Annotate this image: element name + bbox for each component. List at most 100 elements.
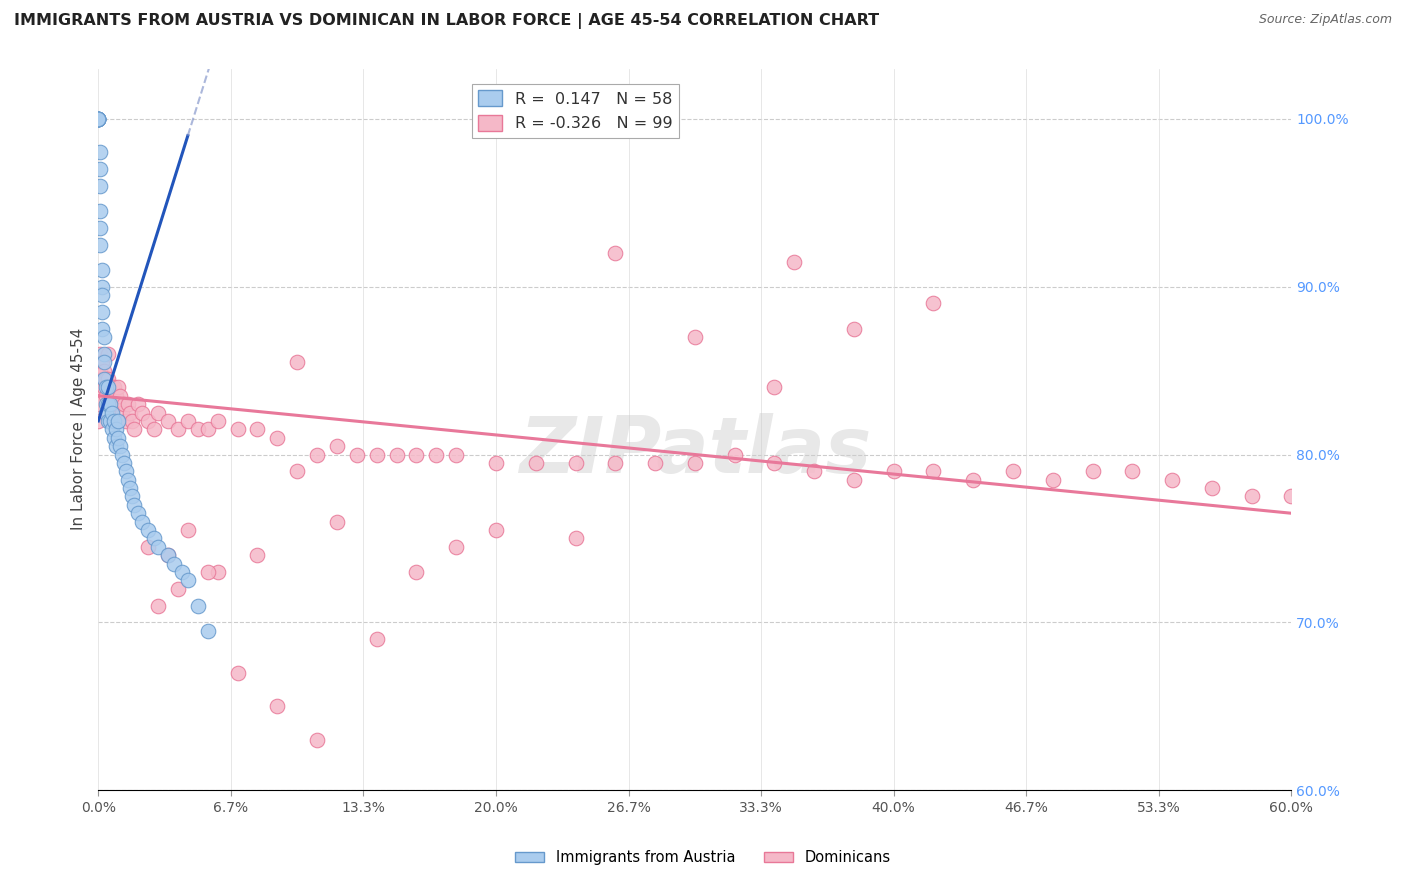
Point (167, 582, 190, 596)
Point (98, 380, 121, 394)
Point (98, 414, 121, 428)
Point (87, 112, 110, 126)
Point (111, 405, 134, 419)
Point (1042, 473, 1064, 487)
Point (285, 355, 308, 369)
Point (1121, 464, 1143, 478)
Point (127, 397, 149, 411)
Point (115, 414, 138, 428)
Point (1001, 464, 1024, 478)
Point (96, 405, 118, 419)
Point (107, 414, 129, 428)
Point (136, 414, 159, 428)
Point (112, 397, 135, 411)
Point (156, 414, 179, 428)
Point (605, 246, 627, 260)
Point (91, 279, 114, 293)
Legend: Immigrants from Austria, Dominicans: Immigrants from Austria, Dominicans (509, 845, 897, 871)
Point (763, 456, 786, 470)
Point (226, 422, 249, 436)
Point (326, 439, 349, 453)
Point (605, 456, 627, 470)
Point (127, 506, 149, 520)
Point (1240, 490, 1263, 504)
Point (485, 523, 508, 537)
Point (366, 448, 388, 462)
Point (89, 145, 111, 160)
Point (444, 448, 467, 462)
Point (156, 548, 179, 562)
Point (922, 464, 945, 478)
Point (842, 473, 865, 487)
Point (177, 523, 200, 537)
Point (307, 448, 329, 462)
Point (170, 565, 193, 579)
Point (1081, 464, 1104, 478)
Point (96, 397, 118, 411)
Point (91, 321, 114, 335)
Point (112, 456, 135, 470)
Point (922, 296, 945, 310)
Point (167, 422, 190, 436)
Point (246, 422, 269, 436)
Text: Source: ZipAtlas.com: Source: ZipAtlas.com (1258, 13, 1392, 27)
Text: IMMIGRANTS FROM AUSTRIA VS DOMINICAN IN LABOR FORCE | AGE 45-54 CORRELATION CHAR: IMMIGRANTS FROM AUSTRIA VS DOMINICAN IN … (14, 13, 879, 29)
Point (564, 456, 586, 470)
Point (177, 414, 200, 428)
Point (163, 557, 186, 571)
Point (405, 565, 427, 579)
Point (122, 422, 145, 436)
Point (723, 448, 745, 462)
Point (87, 397, 110, 411)
Point (96, 380, 118, 394)
Point (87, 112, 110, 126)
Point (91, 305, 114, 319)
Point (1279, 490, 1302, 504)
Point (93, 355, 115, 369)
Point (103, 380, 125, 394)
Point (1201, 481, 1223, 495)
Point (87, 112, 110, 126)
Point (91, 263, 114, 277)
Point (93, 380, 115, 394)
Point (346, 448, 368, 462)
Point (207, 414, 229, 428)
Point (96, 389, 118, 403)
Point (226, 665, 249, 680)
Point (683, 330, 706, 344)
Point (285, 464, 308, 478)
Point (107, 397, 129, 411)
Point (87, 112, 110, 126)
Point (101, 405, 124, 419)
Point (107, 431, 129, 445)
Point (683, 456, 706, 470)
Point (197, 624, 219, 638)
Point (146, 540, 169, 554)
Point (120, 481, 142, 495)
Point (89, 363, 111, 377)
Point (385, 448, 408, 462)
Point (122, 498, 145, 512)
Point (842, 321, 865, 335)
Point (177, 574, 200, 588)
Point (97, 414, 120, 428)
Point (115, 464, 138, 478)
Point (763, 380, 786, 394)
Point (143, 532, 166, 546)
Point (524, 456, 547, 470)
Point (101, 422, 124, 436)
Point (97, 372, 120, 386)
Point (803, 464, 825, 478)
Point (87, 414, 110, 428)
Point (105, 439, 128, 453)
Point (405, 448, 427, 462)
Point (91, 288, 114, 302)
Point (91, 355, 114, 369)
Point (87, 112, 110, 126)
Point (93, 372, 115, 386)
Point (101, 380, 124, 394)
Point (120, 405, 142, 419)
Point (962, 473, 984, 487)
Point (105, 422, 128, 436)
Point (96, 372, 118, 386)
